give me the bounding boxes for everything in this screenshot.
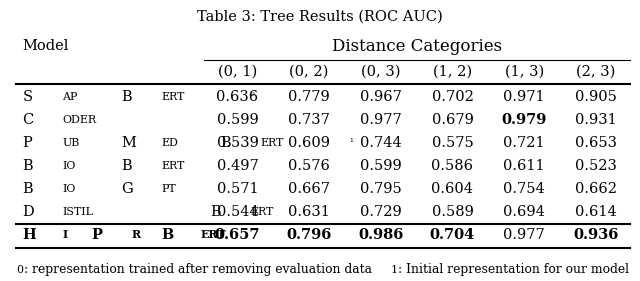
Text: B: B (161, 228, 173, 242)
Text: G: G (122, 182, 133, 196)
Text: ED: ED (161, 138, 178, 148)
Text: P: P (22, 136, 32, 150)
Text: ERT: ERT (260, 138, 284, 148)
Text: 0.702: 0.702 (431, 90, 474, 104)
Text: 1: 1 (390, 265, 397, 275)
Text: IO: IO (62, 184, 76, 194)
Text: UB: UB (62, 138, 79, 148)
Text: 0.586: 0.586 (431, 159, 474, 173)
Text: (2, 3): (2, 3) (576, 65, 616, 79)
Text: 0.779: 0.779 (288, 90, 330, 104)
Text: 0.604: 0.604 (431, 182, 474, 196)
Text: 0.576: 0.576 (288, 159, 330, 173)
Text: ODER: ODER (62, 115, 96, 125)
Text: I: I (62, 229, 67, 241)
Text: 0.636: 0.636 (216, 90, 259, 104)
Text: (0, 2): (0, 2) (289, 65, 329, 79)
Text: B: B (22, 159, 33, 173)
Text: 0.611: 0.611 (503, 159, 545, 173)
Text: 0.589: 0.589 (431, 205, 474, 219)
Text: 0.744: 0.744 (360, 136, 402, 150)
Text: 0.754: 0.754 (503, 182, 545, 196)
Text: 0.931: 0.931 (575, 113, 617, 127)
Text: 0.971: 0.971 (503, 90, 545, 104)
Text: C: C (22, 113, 34, 127)
Text: 0.544: 0.544 (216, 205, 259, 219)
Text: 0.657: 0.657 (214, 228, 260, 242)
Text: (1, 3): (1, 3) (504, 65, 544, 79)
Text: Table 3: Tree Results (ROC AUC): Table 3: Tree Results (ROC AUC) (197, 10, 443, 24)
Text: H: H (22, 228, 36, 242)
Text: 0.694: 0.694 (503, 205, 545, 219)
Text: R: R (131, 229, 141, 241)
Text: 0.614: 0.614 (575, 205, 617, 219)
Text: 0.977: 0.977 (360, 113, 402, 127)
Text: ERT: ERT (161, 161, 184, 171)
Text: (0, 3): (0, 3) (361, 65, 401, 79)
Text: 0.523: 0.523 (575, 159, 617, 173)
Text: P: P (92, 228, 103, 242)
Text: (1, 2): (1, 2) (433, 65, 472, 79)
Text: S: S (22, 90, 33, 104)
Text: 0.575: 0.575 (431, 136, 474, 150)
Text: 0.571: 0.571 (216, 182, 259, 196)
Text: ERT: ERT (161, 92, 184, 102)
Text: ISTIL: ISTIL (62, 207, 93, 217)
Text: : Initial representation for our model: : Initial representation for our model (398, 263, 629, 276)
Text: IO: IO (62, 161, 76, 171)
Text: 0.977: 0.977 (503, 228, 545, 242)
Text: 0.796: 0.796 (287, 228, 332, 242)
Text: 0.609: 0.609 (288, 136, 330, 150)
Text: 0.662: 0.662 (575, 182, 617, 196)
Text: 0.631: 0.631 (288, 205, 330, 219)
Text: Distance Categories: Distance Categories (332, 38, 502, 55)
Text: ERT: ERT (250, 207, 274, 217)
Text: 0.721: 0.721 (503, 136, 545, 150)
Text: PT: PT (161, 184, 176, 194)
Text: AP: AP (62, 92, 77, 102)
Text: 0.737: 0.737 (288, 113, 330, 127)
Text: 0.679: 0.679 (431, 113, 474, 127)
Text: B: B (122, 159, 132, 173)
Text: 0.704: 0.704 (430, 228, 475, 242)
Text: 0.539: 0.539 (216, 136, 259, 150)
Text: ERT: ERT (201, 229, 227, 241)
Text: : representation trained after removing evaluation data: : representation trained after removing … (24, 263, 372, 276)
Text: 0.905: 0.905 (575, 90, 617, 104)
Text: 0.795: 0.795 (360, 182, 402, 196)
Text: B: B (211, 205, 221, 219)
Text: ¹: ¹ (349, 138, 353, 147)
Text: ⁰: ⁰ (250, 92, 254, 101)
Text: 0.497: 0.497 (216, 159, 259, 173)
Text: 0: 0 (16, 265, 23, 275)
Text: B: B (221, 136, 231, 150)
Text: 0.653: 0.653 (575, 136, 617, 150)
Text: M: M (122, 136, 136, 150)
Text: D: D (22, 205, 34, 219)
Text: 0.986: 0.986 (358, 228, 403, 242)
Text: 0.729: 0.729 (360, 205, 402, 219)
Text: 0.967: 0.967 (360, 90, 402, 104)
Text: B: B (22, 182, 33, 196)
Text: B: B (122, 90, 132, 104)
Text: (0, 1): (0, 1) (218, 65, 257, 79)
Text: Model: Model (22, 39, 68, 53)
Text: 0.667: 0.667 (288, 182, 330, 196)
Text: 0.979: 0.979 (502, 113, 547, 127)
Text: 0.936: 0.936 (573, 228, 618, 242)
Text: 0.599: 0.599 (360, 159, 402, 173)
Text: 0.599: 0.599 (216, 113, 259, 127)
